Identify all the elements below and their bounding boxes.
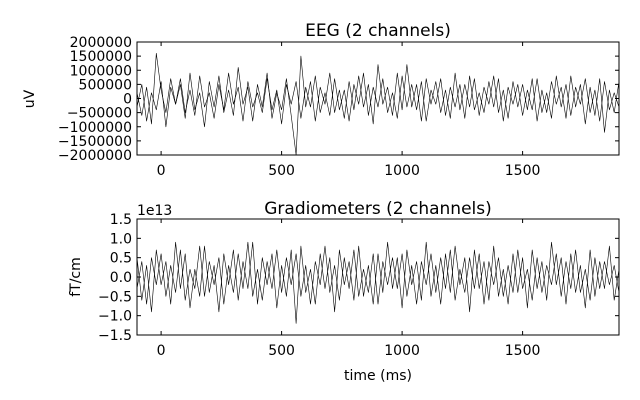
eeg-ytick-label: −500000 <box>67 106 132 122</box>
grad-traces <box>136 241 620 324</box>
eeg-xtick-label: 1000 <box>384 163 420 179</box>
eeg-xtick-label: 1500 <box>505 163 541 179</box>
eeg-ytick-label: 1500000 <box>70 49 132 65</box>
grad-xlabel: time (ms) <box>344 368 412 384</box>
grad-series-2-line <box>136 241 620 305</box>
eeg-ytick-label: 1000000 <box>70 63 132 79</box>
grad-ytick-label: −1.5 <box>98 328 132 344</box>
grad-xtick-label: 1500 <box>505 343 541 359</box>
grad-offset-label: 1e13 <box>137 203 172 219</box>
eeg-xtick-label: 0 <box>157 163 166 179</box>
grad-ticks: 0 500 1000 1500 1.5 1.0 0.5 0.0 −0.5 −1.0 −1.5 <box>98 212 619 359</box>
eeg-ytick-label: −1000000 <box>58 120 132 136</box>
eeg-ytick-label: 500000 <box>79 77 132 93</box>
eeg-xtick-label: 500 <box>268 163 295 179</box>
eeg-ticks: 0 500 1000 15002000000150000010000005000000… <box>58 35 619 179</box>
grad-xtick-label: 500 <box>268 343 295 359</box>
eeg-title: EEG (2 channels) <box>305 21 451 41</box>
grad-ylabel: fT/cm <box>68 257 84 297</box>
grad-series-1-line <box>136 241 620 324</box>
grad-xtick-label: 1000 <box>384 343 420 359</box>
grad-title: Gradiometers (2 channels) <box>264 199 492 219</box>
eeg-panel: EEG (2 channels) 0 500 1000 1500 20000001500… <box>22 21 620 179</box>
grad-ytick-label: 1.0 <box>110 231 132 247</box>
eeg-series-2-line <box>136 72 620 128</box>
grad-ytick-label: 1.5 <box>110 212 132 228</box>
eeg-ytick-label: 2000000 <box>70 35 132 51</box>
eeg-ytick-label: −2000000 <box>58 148 132 164</box>
grad-xtick-label: 0 <box>157 343 166 359</box>
eeg-series-1-line <box>136 52 620 156</box>
grad-ytick-label: −1.0 <box>98 309 132 325</box>
grad-ytick-label: 0.5 <box>110 251 132 267</box>
eeg-ytick-label: −1500000 <box>58 134 132 150</box>
eeg-ylabel: uV <box>22 89 38 108</box>
eeg-axes-frame <box>136 41 620 156</box>
grad-axes-frame <box>136 218 620 336</box>
grad-ytick-label: −0.5 <box>98 289 132 305</box>
eeg-ytick-label: 0 <box>123 92 132 108</box>
grad-ytick-label: 0.0 <box>110 270 132 286</box>
eeg-traces <box>136 52 620 156</box>
grad-panel: Gradiometers (2 channels) 1e13 0 500 1000 1… <box>68 199 620 384</box>
